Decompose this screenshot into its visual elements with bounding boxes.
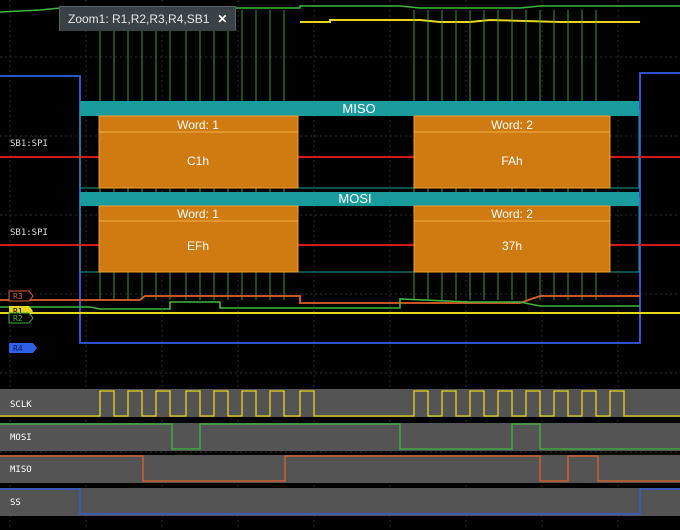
close-icon[interactable]: ✕ xyxy=(217,12,228,26)
mosi-decode-label: MOSI xyxy=(338,191,371,206)
miso-decode-header xyxy=(80,101,639,116)
digital-lane-ss[interactable]: SS xyxy=(0,488,680,516)
digital-lane-miso[interactable]: MISO xyxy=(0,455,680,483)
miso-word-1[interactable] xyxy=(98,115,299,189)
marker-r2-label: R2 xyxy=(13,314,23,323)
channel-markers[interactable]: R3 R1 R2 R4 xyxy=(8,290,37,353)
mosi-word-1-value: EFh xyxy=(187,239,209,253)
blue-trace-upper xyxy=(0,72,680,344)
marker-r1-label: R1 xyxy=(13,307,23,316)
top-green-trace xyxy=(0,5,680,23)
mosi-word-1[interactable] xyxy=(98,205,299,273)
zoom-tab[interactable]: Zoom1: R1,R2,R3,R4,SB1 ✕ xyxy=(59,6,237,31)
lane-label-mosi: MOSI xyxy=(10,433,32,443)
digital-lane-sclk[interactable]: SCLK xyxy=(0,389,680,417)
channel-r3-trace xyxy=(0,295,640,304)
bus-label-1: SB1:SPI xyxy=(10,139,48,149)
marker-r4-label: R4 xyxy=(13,344,23,353)
mosi-word-2-header: Word: 2 xyxy=(491,207,533,221)
lane-label-ss: SS xyxy=(10,498,21,508)
channel-r2-trace xyxy=(0,298,640,310)
mosi-word-2[interactable] xyxy=(413,205,611,273)
lane-label-sclk: SCLK xyxy=(10,400,32,410)
digital-lane-mosi[interactable]: MOSI xyxy=(0,423,680,451)
zoom-tab-title: Zoom1: R1,R2,R3,R4,SB1 xyxy=(68,12,210,26)
miso-decode-label: MISO xyxy=(342,101,375,116)
bus-label-2: SB1:SPI xyxy=(10,228,48,238)
miso-word-2-value: FAh xyxy=(501,154,522,168)
lane-label-miso: MISO xyxy=(10,465,32,475)
marker-r2 xyxy=(8,312,34,324)
marker-r3-label: R3 xyxy=(13,292,23,301)
mosi-word-2-value: 37h xyxy=(502,239,522,253)
mosi-decode-header xyxy=(80,192,639,206)
marker-r3 xyxy=(8,290,34,302)
miso-word-1-value: C1h xyxy=(187,154,209,168)
miso-word-1-header: Word: 1 xyxy=(177,118,219,132)
miso-word-2-header: Word: 2 xyxy=(491,118,533,132)
miso-word-2[interactable] xyxy=(413,115,611,189)
marker-r4 xyxy=(9,343,37,353)
mosi-word-1-header: Word: 1 xyxy=(177,207,219,221)
